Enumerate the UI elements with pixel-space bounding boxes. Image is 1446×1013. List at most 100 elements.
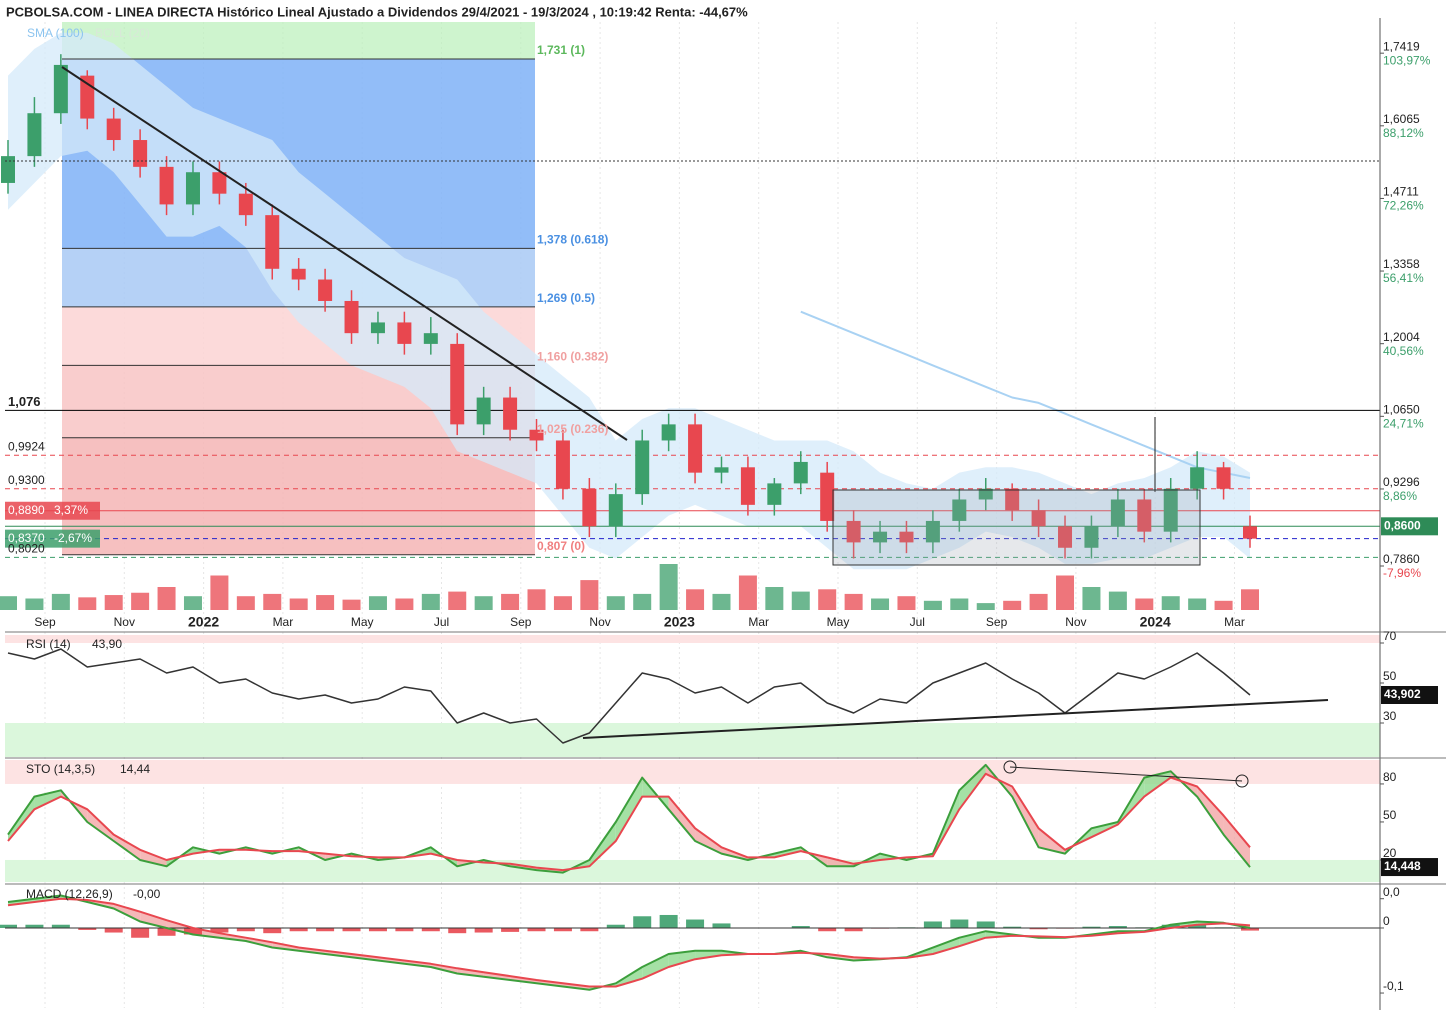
histogram-bar — [474, 927, 493, 933]
candle-body — [555, 440, 570, 489]
cross-fill — [642, 954, 669, 979]
y-tick-pct: 40,56% — [1383, 344, 1424, 358]
cross-fill — [615, 777, 643, 841]
histogram-bar — [976, 921, 995, 928]
cross-fill — [113, 834, 141, 860]
y-tick-pct: 72,26% — [1383, 199, 1424, 213]
volume-bar — [395, 598, 414, 610]
candle-body — [423, 333, 438, 344]
fib-label: 0,807 (0) — [537, 539, 585, 553]
volume-bar — [950, 598, 969, 610]
candle-body — [608, 494, 623, 527]
y-tick-pct: 56,41% — [1383, 271, 1424, 285]
histogram-bar — [368, 927, 387, 932]
last-price: 0,8600 — [1384, 518, 1421, 532]
volume-bar — [104, 595, 123, 610]
histogram-bar — [606, 924, 625, 928]
volume-bar — [1056, 575, 1075, 610]
y-tick-label: 0,9296 — [1383, 475, 1420, 489]
y-tick-pct: 8,86% — [1383, 489, 1417, 503]
y-tick-label: 1,0650 — [1383, 402, 1420, 416]
candle-body — [925, 520, 940, 543]
candle-body — [53, 64, 68, 114]
y-tick-label: 1,3358 — [1383, 257, 1420, 271]
panel-reading: 14,44 — [120, 762, 150, 776]
histogram-bar — [263, 927, 282, 934]
main-layer — [0, 54, 1380, 991]
candle-body — [238, 193, 253, 216]
histogram-bar — [1108, 926, 1127, 928]
volume-bar — [659, 564, 678, 610]
volume-bar — [606, 596, 625, 610]
cross-fill — [140, 911, 167, 928]
histogram-bar — [844, 927, 863, 932]
candle-body — [370, 322, 385, 334]
candle-body — [740, 467, 755, 505]
cross-fill — [959, 931, 986, 947]
volume-bar — [501, 593, 520, 610]
histogram-bar — [1188, 924, 1207, 928]
x-tick-label: 2022 — [188, 614, 219, 630]
candle-body — [1005, 488, 1020, 511]
volume-bar — [210, 575, 229, 610]
x-tick-label: May — [827, 615, 850, 629]
histogram-bar — [421, 927, 440, 932]
chart-title: PCBOLSA.COM - LINEA DIRECTA Histórico Li… — [6, 4, 748, 19]
histogram-bar — [236, 927, 255, 932]
volume-bar — [527, 589, 546, 610]
volume-bar — [580, 580, 599, 610]
candle-body — [978, 488, 993, 500]
histogram-bar — [78, 927, 97, 930]
volume-bar — [633, 593, 652, 610]
cross-fill — [959, 764, 986, 810]
volume-bar — [553, 596, 572, 610]
y-tick-label: -0,1 — [1383, 979, 1404, 993]
volume-bar — [791, 591, 810, 610]
y-tick-label: 0 — [1383, 914, 1390, 928]
candle-body — [344, 300, 359, 334]
histogram-bar — [104, 927, 123, 933]
volume-bar — [738, 575, 757, 610]
volume-bar — [157, 587, 176, 610]
volume-bar — [183, 596, 202, 610]
volume-bar — [976, 603, 995, 610]
fib-zone — [62, 437, 535, 555]
level-label: 0,9924 — [8, 439, 45, 453]
histogram-bar — [448, 927, 467, 934]
overbought-zone — [5, 635, 1380, 643]
macd-line — [7, 894, 1251, 991]
x-tick-label: Sep — [986, 615, 1008, 629]
panel-title: STO (14,3,5) — [26, 762, 95, 776]
fib-label: 1,269 (0.5) — [537, 291, 595, 305]
level-box — [5, 501, 100, 520]
y-tick-pct: 24,71% — [1383, 416, 1424, 430]
candle-body — [291, 268, 306, 280]
panel-title: MACD (12,26,9) — [26, 887, 113, 901]
candle-body — [529, 429, 544, 441]
histogram-bar — [1241, 927, 1259, 931]
volume-bar — [1003, 600, 1022, 610]
histogram-bar — [210, 927, 229, 933]
y-tick-label: 50 — [1383, 808, 1397, 822]
candle-body — [873, 531, 888, 543]
overbought-zone — [5, 760, 1380, 784]
y-tick-label: 1,7419 — [1383, 39, 1420, 53]
volume-bar — [421, 593, 440, 610]
volume-bar — [871, 598, 890, 610]
volume-bar — [897, 596, 916, 610]
cross-fill — [87, 809, 114, 841]
candle-body — [106, 118, 121, 141]
histogram-bar — [501, 927, 520, 932]
candle-body — [503, 397, 518, 430]
histogram-bar — [580, 927, 599, 932]
histogram-bar — [157, 927, 176, 936]
histogram-bar — [923, 921, 942, 928]
x-tick-label: 2023 — [664, 614, 695, 630]
x-tick-label: Mar — [273, 615, 294, 629]
indicator-line — [7, 648, 1251, 744]
y-tick-label: 30 — [1383, 709, 1397, 723]
histogram-bar — [950, 919, 969, 928]
macd-line — [7, 897, 1251, 988]
candle-body — [899, 531, 914, 543]
